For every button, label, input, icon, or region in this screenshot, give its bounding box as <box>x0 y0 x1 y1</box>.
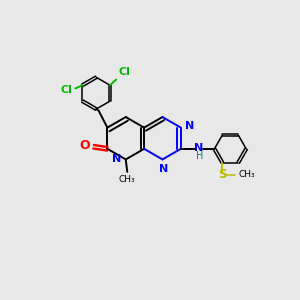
Text: Cl: Cl <box>119 67 131 77</box>
Text: CH₃: CH₃ <box>119 175 136 184</box>
Text: S: S <box>218 169 226 182</box>
Text: N: N <box>194 143 204 153</box>
Text: Cl: Cl <box>61 85 72 95</box>
Text: CH₃: CH₃ <box>238 170 255 179</box>
Text: N: N <box>112 154 121 164</box>
Text: N: N <box>185 121 194 131</box>
Text: N: N <box>159 164 169 174</box>
Text: O: O <box>79 139 90 152</box>
Text: H: H <box>196 151 203 161</box>
